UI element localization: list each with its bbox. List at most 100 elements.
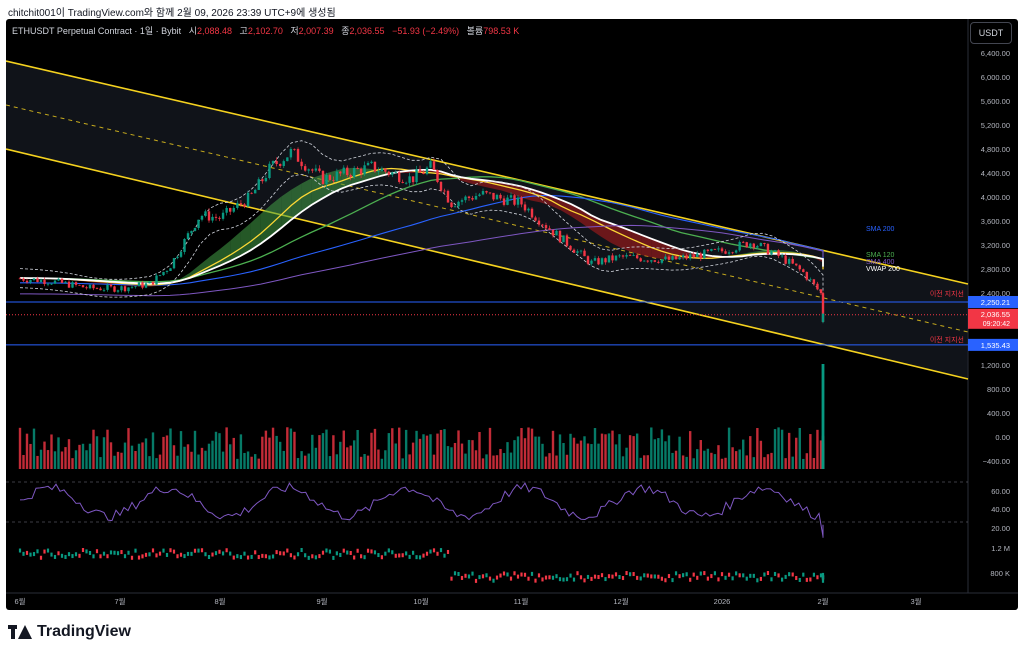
lower-pane-bar (499, 573, 502, 578)
lower-pane-bar (576, 571, 579, 576)
volume-bar (99, 457, 102, 469)
volume-bar (752, 457, 756, 469)
lower-pane-bar (328, 549, 332, 554)
price-candle (286, 157, 289, 162)
volume-bar (120, 452, 123, 469)
trend-cloud (511, 184, 521, 198)
price-candle (204, 211, 207, 216)
lower-pane-bar (749, 573, 752, 578)
volume-bar (443, 429, 446, 469)
price-candle (387, 171, 391, 175)
price-candle (268, 163, 271, 179)
lower-pane-bar (502, 571, 506, 576)
volume-bar (193, 430, 197, 469)
volume-bar (418, 438, 422, 469)
price-chart-canvas[interactable]: 6,800.006,400.006,000.005,600.005,200.00… (6, 19, 1018, 610)
volume-bar (425, 435, 429, 469)
lower-pane-bar (685, 572, 688, 577)
volume-bar (628, 435, 632, 469)
volume-bar (186, 444, 190, 469)
chart-panel[interactable]: 6,800.006,400.006,000.005,600.005,200.00… (6, 19, 1018, 610)
price-candle (271, 161, 275, 164)
volume-bar (558, 434, 562, 469)
volume-bar (179, 431, 183, 469)
price-candle (391, 172, 394, 175)
volume-bar (685, 456, 688, 469)
lower-pane-bar (713, 571, 717, 576)
volume-bar (457, 430, 460, 469)
volume-bar (780, 429, 784, 469)
volume-bar (264, 430, 268, 469)
price-candle (335, 171, 339, 181)
price-candle (805, 272, 809, 280)
lower-pane-bar (527, 576, 530, 581)
price-candle (453, 206, 457, 208)
lower-pane-bar (18, 548, 22, 553)
sma200-label: SMA 200 (866, 226, 895, 233)
price-axis-tick: 2,800.00 (981, 265, 1010, 274)
volume-bar (657, 438, 660, 469)
volume-bar (346, 447, 349, 469)
lower-pane-bar (64, 554, 67, 559)
time-axis-tick: 10월 (413, 596, 428, 606)
price-candle (307, 169, 310, 171)
symbol-title[interactable]: ETHUSDT Perpetual Contract · 1일 · Bybit (12, 26, 182, 36)
lower-pane-bar (268, 555, 271, 560)
lower-pane-bar (377, 553, 380, 558)
price-candle (404, 182, 408, 184)
price-candle (120, 286, 123, 291)
price-candle (39, 279, 43, 283)
volume-bar (352, 440, 356, 469)
quote-currency-button[interactable]: USDT (970, 22, 1012, 44)
lower-pane-bar (232, 555, 235, 560)
lower-pane-bar (453, 571, 457, 576)
price-candle (148, 281, 151, 284)
volume-bar (674, 450, 678, 469)
volume-bar (366, 455, 370, 469)
price-candle (67, 281, 71, 288)
lower-pane-bar (485, 573, 488, 578)
volume-bar (32, 428, 36, 469)
volume-bar (495, 455, 499, 469)
volume-bar (359, 456, 363, 469)
lower-pane-bar (39, 555, 43, 560)
price-candle (706, 249, 710, 251)
volume-bar (460, 443, 464, 469)
volume-bar (286, 427, 289, 469)
tradingview-logo[interactable]: TradingView (8, 623, 131, 641)
volume-bar (816, 429, 819, 469)
price-axis-tick: 3,200.00 (981, 241, 1010, 250)
volume-bar (643, 455, 646, 469)
volume-bar (39, 449, 43, 469)
lower-pane-bar (593, 574, 597, 579)
price-candle (703, 249, 706, 259)
price-candle (752, 243, 756, 248)
volume-bar (394, 443, 397, 469)
price-candle (467, 196, 471, 199)
lower-pane-bar (544, 575, 548, 580)
volume-bar (271, 427, 275, 469)
support-annotation: 이전 지지선 (930, 335, 964, 344)
volume-bar (446, 446, 450, 469)
price-candle (478, 194, 481, 196)
volume-bar (436, 433, 439, 469)
price-candle (186, 233, 190, 240)
price-candle (692, 254, 695, 257)
price-candle (300, 161, 303, 167)
lower-pane-bar (74, 552, 78, 557)
trend-cloud (501, 182, 511, 194)
volume-bar (158, 454, 162, 469)
lower-pane-bar (735, 571, 738, 576)
price-candle (394, 172, 397, 174)
volume-bar (225, 427, 228, 469)
price-candle (88, 284, 92, 289)
lower-pane-bar (703, 571, 706, 576)
lower-pane-bar (148, 552, 151, 557)
price-candle (43, 279, 46, 285)
price-candle (643, 260, 646, 262)
volume-bar (342, 430, 345, 469)
lower-pane-bar (614, 572, 618, 577)
price-candle (321, 170, 325, 185)
lower-pane-bar (520, 572, 523, 577)
price-candle (352, 167, 356, 178)
